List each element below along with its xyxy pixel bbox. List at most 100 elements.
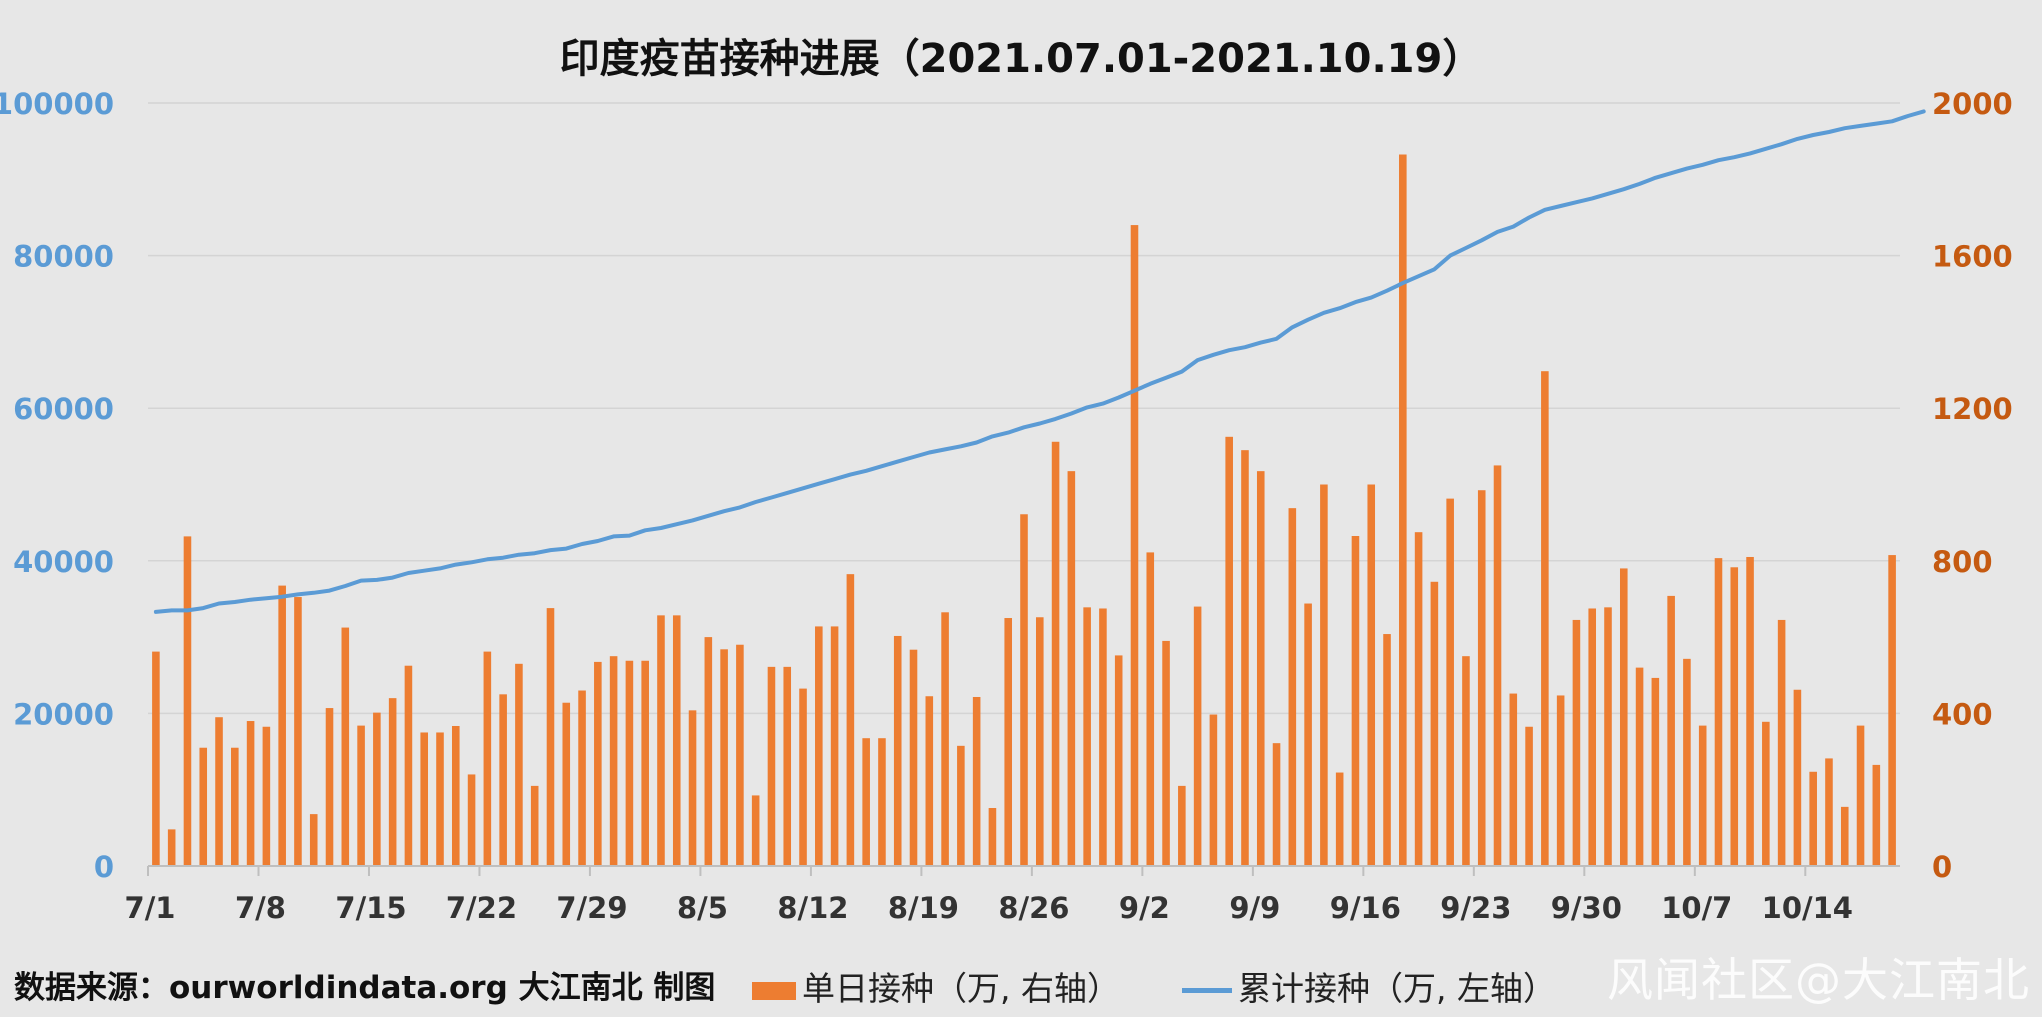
x-tick-label: 8/19 (888, 891, 959, 925)
daily-bar (1556, 695, 1565, 866)
daily-bar (594, 661, 602, 866)
daily-bar (1051, 441, 1060, 866)
daily-bar (373, 712, 381, 866)
legend-bar-label: 单日接种（万, 右轴） (802, 969, 1120, 1008)
x-tick-label: 9/2 (1119, 891, 1170, 925)
watermark: 风闻社区@大江南北 (1607, 953, 2030, 1007)
x-tick-label: 8/5 (677, 891, 728, 925)
legend-line-swatch (1182, 988, 1232, 993)
daily-bar (1698, 725, 1707, 866)
daily-bar (199, 747, 208, 866)
daily-bar (672, 615, 681, 866)
daily-bar (941, 612, 949, 866)
daily-bar (420, 732, 429, 866)
daily-bar (878, 738, 886, 866)
daily-bar (1241, 450, 1249, 866)
daily-bar (625, 660, 634, 866)
daily-bar (925, 696, 934, 866)
left-axis-tick-label: 80000 (13, 240, 114, 274)
right-axis-tick-label: 400 (1932, 697, 1993, 731)
daily-bar (1414, 532, 1423, 866)
daily-bar (783, 666, 792, 866)
daily-bar (893, 635, 902, 866)
daily-bar (231, 747, 239, 866)
daily-bar (1588, 608, 1597, 866)
daily-bar (1209, 714, 1218, 866)
daily-bar (1888, 555, 1896, 866)
daily-bar (609, 656, 618, 866)
daily-bar (1178, 785, 1186, 866)
right-axis-tick-label: 1200 (1932, 392, 2013, 426)
daily-bar (1099, 608, 1107, 866)
daily-bar (530, 785, 539, 866)
left-axis-tick-label: 60000 (13, 392, 114, 426)
axes: 0 0 20000 400 40000 800 60000 1200 80000 1600 1000… (0, 87, 2013, 925)
daily-bar (451, 725, 460, 866)
left-axis-tick-label: 40000 (13, 545, 114, 579)
daily-bar (1746, 556, 1754, 866)
x-tick-label: 9/16 (1330, 891, 1401, 925)
daily-bar (909, 649, 918, 866)
daily-bar (751, 795, 760, 866)
daily-bar (830, 626, 839, 866)
left-axis-tick-label: 20000 (13, 697, 114, 731)
daily-bar (1083, 607, 1091, 866)
daily-bar (1367, 484, 1376, 866)
daily-bar (167, 829, 176, 866)
daily-bar (278, 585, 286, 866)
x-tick-label: 9/9 (1229, 891, 1280, 925)
daily-bar (1714, 558, 1723, 866)
daily-bar (1793, 689, 1802, 866)
daily-bar (1146, 552, 1155, 866)
daily-bar (499, 694, 507, 866)
x-tick-label: 10/14 (1762, 891, 1853, 925)
daily-bar (1509, 693, 1518, 866)
daily-bar (578, 690, 586, 866)
daily-bar (862, 738, 870, 866)
daily-bar (341, 627, 350, 866)
daily-bar (988, 808, 997, 866)
daily-bar (309, 814, 318, 866)
data-source-note: 数据来源：ourworldindata.org 大江南北 制图 (14, 970, 716, 1006)
daily-bar (846, 574, 855, 866)
daily-bar (1856, 725, 1865, 866)
daily-bar (1335, 772, 1344, 866)
daily-bar (1130, 225, 1139, 866)
daily-bar (388, 698, 397, 866)
daily-bar (1762, 721, 1770, 866)
right-axis-tick-label: 0 (1932, 850, 1952, 884)
daily-bar (294, 597, 302, 866)
daily-bar (246, 721, 255, 866)
daily-bar (215, 717, 223, 866)
daily-bar (1256, 471, 1265, 866)
daily-bar (183, 536, 192, 866)
daily-bar (972, 696, 981, 866)
daily-bar (1477, 490, 1486, 866)
daily-bar (799, 688, 807, 866)
daily-bar (562, 702, 571, 866)
daily-bar (1272, 743, 1281, 866)
daily-bar (1446, 498, 1454, 866)
daily-bar (1193, 606, 1202, 866)
daily-bar (1383, 634, 1391, 866)
daily-bar (467, 774, 476, 866)
daily-bar (1840, 806, 1849, 866)
daily-bar (1604, 607, 1612, 866)
daily-bar (1351, 536, 1360, 866)
daily-bar (357, 725, 365, 866)
daily-bar (688, 710, 697, 866)
daily-bar (641, 660, 649, 866)
x-tick-label: 8/26 (998, 891, 1069, 925)
right-axis-tick-label: 2000 (1932, 87, 2013, 121)
daily-bar (1225, 436, 1233, 866)
left-axis-tick-label: 0 (94, 850, 114, 884)
daily-bar (1825, 758, 1833, 866)
daily-bar (1872, 764, 1881, 866)
right-axis-tick-label: 1600 (1932, 240, 2013, 274)
daily-bar (325, 708, 334, 866)
daily-bar (1777, 619, 1786, 866)
daily-bar (1809, 771, 1817, 866)
x-tick-label: 9/23 (1440, 891, 1511, 925)
left-axis-tick-label: 100000 (0, 87, 114, 121)
daily-bar (1035, 617, 1044, 866)
